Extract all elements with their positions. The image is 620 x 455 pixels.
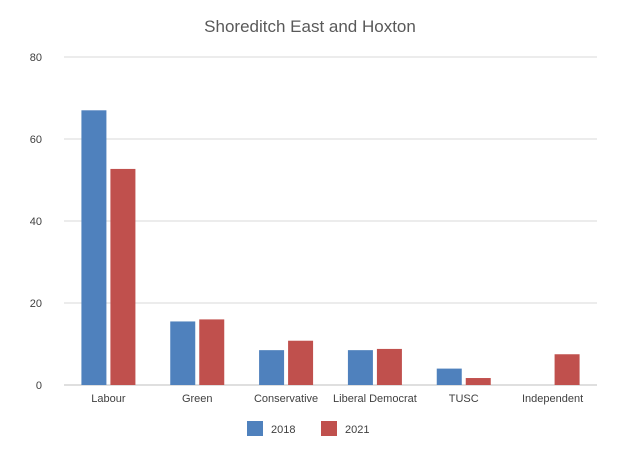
y-axis-ticks: 0 20 40 60 80 — [30, 52, 42, 392]
x-tick-label: Independent — [522, 393, 583, 405]
bar — [81, 110, 107, 386]
gridlines — [64, 56, 597, 386]
x-tick-label: TUSC — [449, 393, 479, 405]
chart-title: Shoreditch East and Hoxton — [204, 17, 416, 36]
legend-label: 2021 — [345, 424, 369, 436]
x-tick-label: Liberal Democrat — [333, 393, 417, 405]
x-tick-label: Green — [182, 393, 213, 405]
x-axis-ticks: Labour Green Conservative Liberal Democrat T… — [91, 393, 583, 405]
y-tick-label: 60 — [30, 134, 42, 146]
bar — [288, 340, 314, 385]
bar — [376, 348, 402, 385]
y-tick-label: 20 — [30, 298, 42, 310]
bar — [110, 168, 136, 385]
legend-swatch — [321, 421, 337, 436]
bar — [554, 354, 580, 385]
legend-label: 2018 — [271, 424, 295, 436]
bar — [170, 321, 196, 385]
bar — [259, 350, 285, 385]
bars — [81, 110, 580, 386]
x-tick-label: Conservative — [254, 393, 318, 405]
y-tick-label: 0 — [36, 380, 42, 392]
x-tick-label: Labour — [91, 393, 126, 405]
bar — [436, 368, 462, 385]
y-tick-label: 80 — [30, 52, 42, 64]
legend: 2018 2021 — [247, 421, 369, 436]
bar — [199, 319, 225, 385]
y-tick-label: 40 — [30, 216, 42, 228]
bar — [465, 378, 491, 385]
legend-swatch — [247, 421, 263, 436]
bar — [347, 350, 373, 385]
